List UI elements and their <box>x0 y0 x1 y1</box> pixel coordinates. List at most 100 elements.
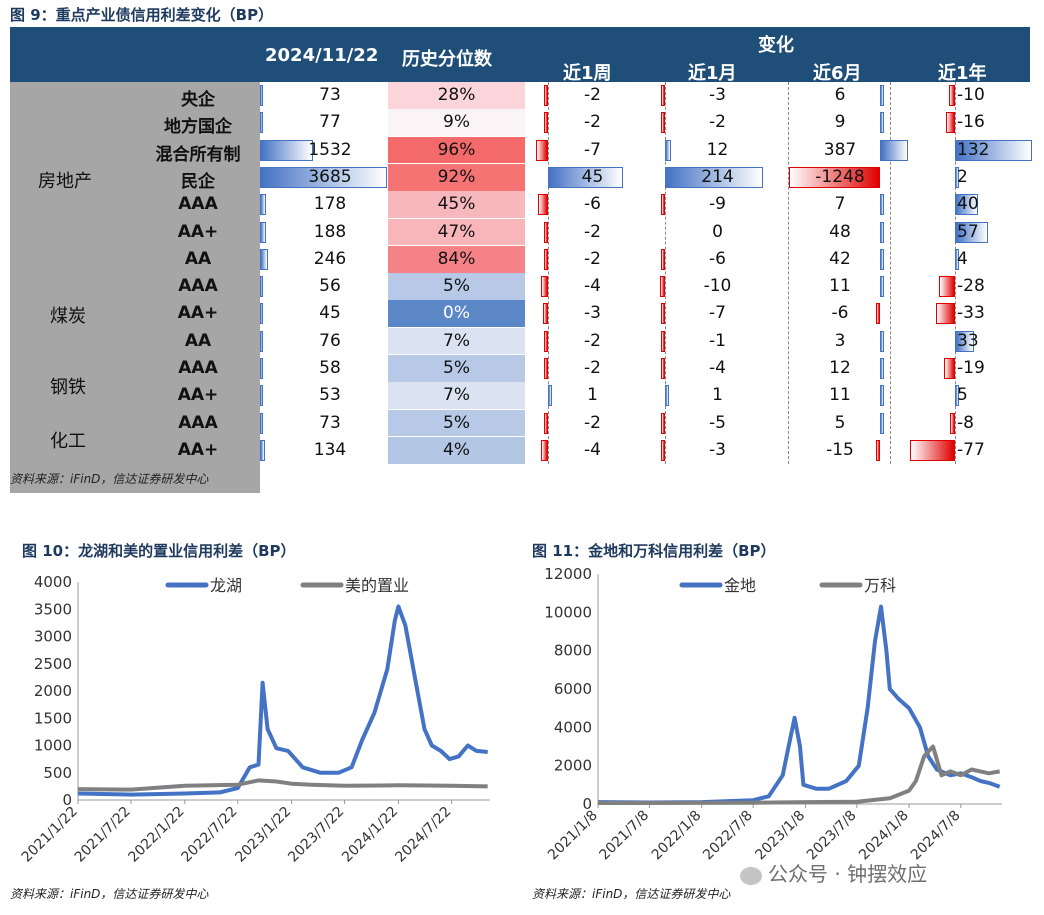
legend-label: 龙湖 <box>210 576 242 595</box>
change-1m-cell: -3 <box>709 85 726 105</box>
value-bar <box>260 439 265 461</box>
percentile-cell: 28% <box>388 82 525 109</box>
series-line-金地 <box>597 604 1001 805</box>
change-1w-cell: -4 <box>584 439 601 460</box>
value-cell: 246 <box>313 248 347 269</box>
x-tick-label: 2023/7/8 <box>804 808 860 864</box>
change-bar <box>544 248 548 270</box>
y-tick-label: 0 <box>62 791 72 809</box>
value-cell: 73 <box>319 412 341 433</box>
y-tick-label: 8000 <box>554 642 592 660</box>
change-6m-cell: 11 <box>829 385 851 406</box>
change-1w-cell: -3 <box>584 303 601 324</box>
row-label: AAA <box>178 412 218 433</box>
percentile-cell: 96% <box>388 136 525 164</box>
change-1w-cell: -2 <box>584 85 601 105</box>
change-bar <box>880 139 909 161</box>
change-1w-cell: -2 <box>584 248 601 269</box>
row-label: 地方国企 <box>164 117 232 138</box>
series-line-万科 <box>597 744 1001 805</box>
table-header: 2024/11/22 历史分位数 变化 近1周 近1月 近6月 近1年 <box>10 27 1030 84</box>
value-cell: 53 <box>319 385 341 406</box>
change-bar <box>541 439 548 461</box>
y-tick-label: 4000 <box>554 718 592 736</box>
change-1w-cell: -4 <box>584 276 601 297</box>
fig9-title: 图 9：重点产业债信用利差变化（BP） <box>10 6 274 24</box>
x-tick-label: 2021/1/22 <box>19 804 81 866</box>
change-6m-cell: 387 <box>823 139 857 160</box>
x-tick-label: 2021/7/8 <box>596 808 652 864</box>
row-label: AA+ <box>177 439 219 460</box>
change-bar <box>955 385 959 407</box>
change-6m-cell: 7 <box>834 194 846 215</box>
x-tick-label: 2023/1/8 <box>752 808 808 864</box>
x-tick-label: 2022/7/22 <box>179 804 241 866</box>
change-1y-cell: -10 <box>957 85 985 105</box>
series-line-美的置业 <box>77 778 488 792</box>
value-cell: 77 <box>319 112 341 133</box>
y-tick-label: 3500 <box>34 600 72 618</box>
change-1y-cell: 33 <box>957 330 979 351</box>
change-6m-cell: 12 <box>829 358 851 378</box>
value-cell: 58 <box>319 358 341 378</box>
row-label: AA <box>184 248 212 269</box>
x-tick-label: 2024/7/22 <box>392 804 454 866</box>
value-cell: 45 <box>319 303 341 324</box>
value-bar <box>260 330 263 352</box>
change-bar <box>544 412 548 434</box>
gemdale-vanke-chart: 0 2000 4000 6000 8000 10000 12000 2021/1/82021/… <box>544 565 1002 864</box>
watermark: 公众号 · 钟摆效应 <box>740 858 927 887</box>
value-bar <box>260 276 263 298</box>
change-1w-cell: -6 <box>584 194 601 215</box>
legend-label: 美的置业 <box>345 576 409 595</box>
fig10-source: 资料来源：iFinD，信达证券研发中心 <box>10 887 209 901</box>
column-divider <box>665 82 666 465</box>
value-bar <box>260 85 263 106</box>
category-column <box>10 82 260 493</box>
change-1y-cell: 4 <box>957 248 968 269</box>
row-label: AA <box>184 330 212 351</box>
x-tick-label: 2021/7/22 <box>72 804 134 866</box>
change-bar <box>876 439 880 461</box>
change-1w-cell: -2 <box>584 412 601 433</box>
value-cell: 178 <box>313 194 347 215</box>
value-cell: 3685 <box>308 166 352 187</box>
change-1m-cell: -10 <box>703 276 732 297</box>
header-6m: 近6月 <box>813 63 862 84</box>
change-1m-cell: -4 <box>709 358 726 378</box>
value-cell: 188 <box>313 221 347 242</box>
change-1y-cell: 40 <box>957 194 979 215</box>
change-bar <box>880 221 884 243</box>
change-1m-cell: -7 <box>709 303 726 324</box>
percentile-cell: 7% <box>388 382 525 410</box>
change-bar <box>661 85 665 106</box>
change-bar <box>880 194 884 216</box>
change-1m-cell: 0 <box>712 221 723 242</box>
percentile-cell: 0% <box>388 300 525 328</box>
group-label-steel: 钢铁 <box>50 377 86 398</box>
change-bar <box>548 385 552 407</box>
value-bar <box>260 194 267 216</box>
percentile-cell: 4% <box>388 436 525 464</box>
percentile-cell: 92% <box>388 163 525 191</box>
change-bar <box>541 276 548 298</box>
percentile-cell: 5% <box>388 409 525 437</box>
column-divider <box>890 82 891 465</box>
change-bar <box>660 276 665 298</box>
value-bar <box>260 385 263 407</box>
change-bar <box>880 248 884 270</box>
change-bar <box>665 166 764 188</box>
change-6m-cell: -6 <box>831 303 849 324</box>
change-1m-cell: -1 <box>709 330 726 351</box>
change-1y-cell: -19 <box>957 358 985 378</box>
change-6m-cell: 5 <box>834 412 846 433</box>
x-tick-label: 2022/7/8 <box>700 808 756 864</box>
percentile-cell: 5% <box>388 273 525 300</box>
change-bar <box>955 221 989 243</box>
change-bar <box>665 385 669 407</box>
change-bar <box>945 112 955 134</box>
change-6m-cell: -15 <box>826 439 854 460</box>
value-bar <box>260 358 263 379</box>
change-bar <box>661 112 665 134</box>
change-1w-cell: -2 <box>584 112 601 133</box>
